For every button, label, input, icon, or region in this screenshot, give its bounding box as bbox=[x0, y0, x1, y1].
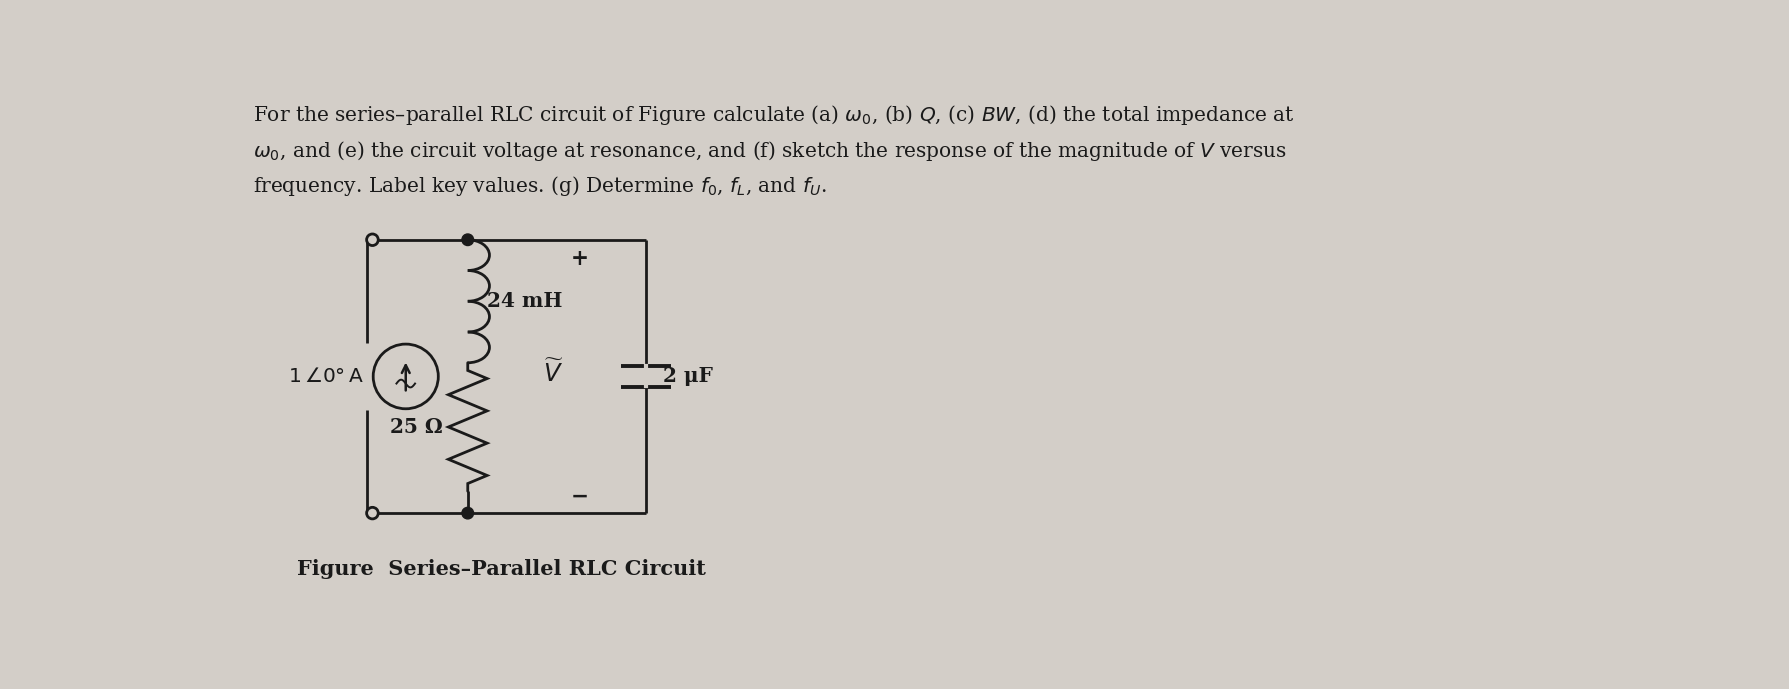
Circle shape bbox=[367, 234, 377, 245]
Text: 24 mH: 24 mH bbox=[487, 291, 562, 311]
Text: $\omega_0$, and (e) the circuit voltage at resonance, and (f) sketch the respons: $\omega_0$, and (e) the circuit voltage … bbox=[252, 139, 1286, 163]
Text: For the series–parallel RLC circuit of Figure calculate (a) $\omega_0$, (b) $Q$,: For the series–parallel RLC circuit of F… bbox=[252, 103, 1295, 127]
Text: $1\,\angle 0°\,\mathrm{A}$: $1\,\angle 0°\,\mathrm{A}$ bbox=[288, 367, 363, 386]
Text: −: − bbox=[571, 485, 589, 507]
Circle shape bbox=[367, 507, 377, 519]
Circle shape bbox=[374, 344, 438, 409]
Text: $\widetilde{V}$: $\widetilde{V}$ bbox=[542, 358, 564, 387]
Text: 25 Ω: 25 Ω bbox=[390, 417, 444, 437]
Text: Figure  Series–Parallel RLC Circuit: Figure Series–Parallel RLC Circuit bbox=[297, 559, 707, 579]
Text: 2 μF: 2 μF bbox=[664, 367, 714, 387]
Text: frequency. Label key values. (g) Determine $f_0$, $f_L$, and $f_U$.: frequency. Label key values. (g) Determi… bbox=[252, 174, 827, 198]
Circle shape bbox=[462, 507, 474, 519]
Text: +: + bbox=[571, 248, 589, 270]
Circle shape bbox=[462, 234, 474, 245]
